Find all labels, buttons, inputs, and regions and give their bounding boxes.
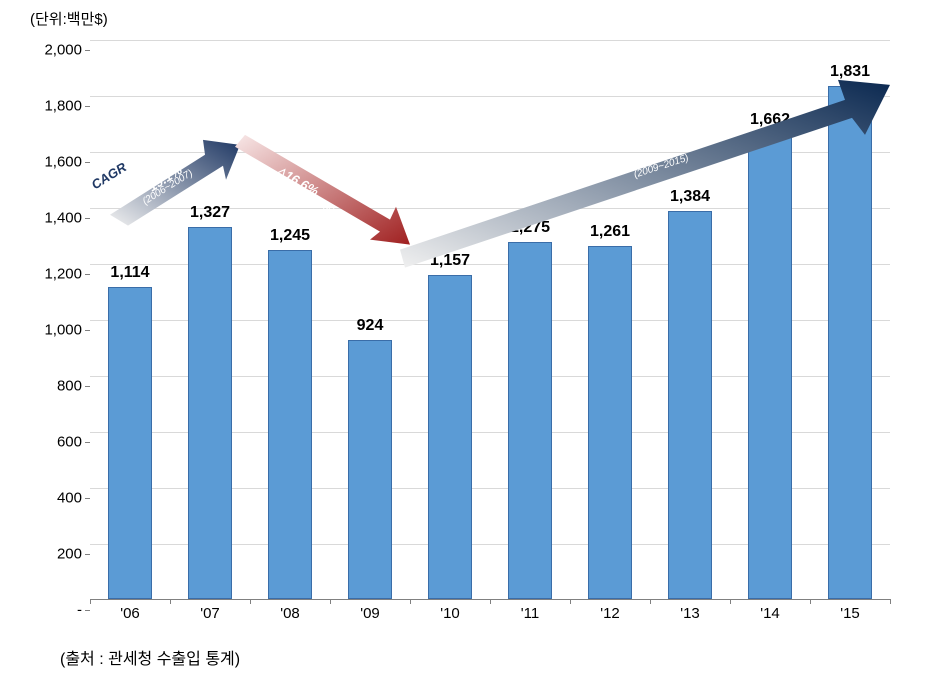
y-tick-label: 1,200: [44, 266, 82, 283]
y-tick-label: 1,000: [44, 322, 82, 339]
bar-value-label: 924: [357, 317, 384, 335]
chart-area: - 200 400 600 800 1,000 1,200 1,400 1,600 1,800 2,…: [35, 30, 905, 620]
y-tick-label: -: [77, 602, 82, 619]
bar-value-label: 1,831: [830, 63, 870, 81]
bar-slot: 1,384'13: [650, 40, 730, 599]
x-tick-label: '07: [200, 605, 220, 622]
bar-value-label: 1,261: [590, 223, 630, 241]
bar-slot: 1,327'07: [170, 40, 250, 599]
bar-slot: 1,831'15: [810, 40, 890, 599]
bar-value-label: 1,662: [750, 111, 790, 129]
source-label: (출처 : 관세청 수출입 통계): [60, 645, 240, 669]
x-tick-label: '09: [360, 605, 380, 622]
x-tick-label: '08: [280, 605, 300, 622]
chart-plot: 1,114'061,327'071,245'08924'091,157'101,…: [90, 40, 890, 600]
bar: [428, 275, 472, 599]
x-tick-label: '12: [600, 605, 620, 622]
y-tick-label: 600: [57, 434, 82, 451]
x-tick-label: '06: [120, 605, 140, 622]
y-tick-label: 200: [57, 546, 82, 563]
unit-label: (단위:백만$): [30, 8, 108, 29]
bar-slot: 1,275'11: [490, 40, 570, 599]
bar: [268, 250, 312, 599]
bar-value-label: 1,275: [510, 219, 550, 237]
y-tick-label: 1,400: [44, 210, 82, 227]
bar-value-label: 1,384: [670, 188, 710, 206]
x-tick-label: '10: [440, 605, 460, 622]
bar: [668, 211, 712, 599]
bar-slot: 1,114'06: [90, 40, 170, 599]
bar-value-label: 1,114: [110, 264, 149, 282]
x-tick-label: '14: [760, 605, 780, 622]
x-tick-label: '15: [840, 605, 860, 622]
bar: [188, 227, 232, 599]
y-tick-label: 800: [57, 378, 82, 395]
bar: [108, 287, 152, 599]
bar: [348, 340, 392, 599]
y-axis: -2004006008001,0001,2001,4001,6001,8002,…: [35, 40, 90, 600]
bar-slot: 924'09: [330, 40, 410, 599]
bar: [508, 242, 552, 599]
y-tick-label: 400: [57, 490, 82, 507]
y-tick-label: 1,800: [44, 98, 82, 115]
bar-slot: 1,662'14: [730, 40, 810, 599]
x-tick-label: '13: [680, 605, 700, 622]
bar-value-label: 1,157: [430, 252, 470, 270]
bar-slot: 1,245'08: [250, 40, 330, 599]
bar: [828, 86, 872, 599]
y-tick-label: 1,600: [44, 154, 82, 171]
bar-value-label: 1,245: [270, 227, 310, 245]
bar-group: 1,114'061,327'071,245'08924'091,157'101,…: [90, 40, 890, 599]
bar-value-label: 1,327: [190, 204, 230, 222]
bar: [748, 134, 792, 599]
bar-slot: 1,261'12: [570, 40, 650, 599]
x-tick-label: '11: [521, 605, 539, 622]
y-tick-label: 2,000: [44, 42, 82, 59]
bar-slot: 1,157'10: [410, 40, 490, 599]
bar: [588, 246, 632, 599]
